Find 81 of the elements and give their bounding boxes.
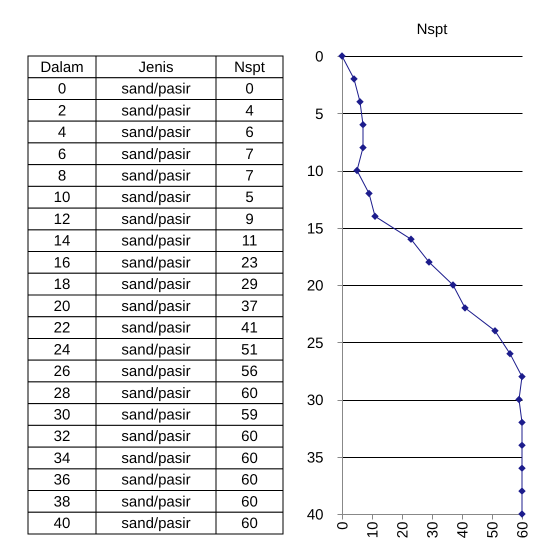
y-tick-label: 5 xyxy=(315,106,324,123)
text: sand/pasir xyxy=(121,254,191,272)
text: sand/pasir xyxy=(121,428,191,446)
text: 12 xyxy=(54,210,70,228)
text: 0 xyxy=(58,80,66,98)
text: 22 xyxy=(54,320,70,337)
text: 30 xyxy=(54,406,70,424)
text: 26 xyxy=(54,363,70,380)
text: 51 xyxy=(241,341,258,358)
text: sand/pasir xyxy=(121,232,191,250)
y-tick-label: 15 xyxy=(306,220,324,238)
x-tick-label: 20 xyxy=(394,522,412,538)
text: 0 xyxy=(245,80,254,98)
x-tick-label: 0 xyxy=(334,522,352,530)
text: 16 xyxy=(54,254,70,272)
text: 20 xyxy=(54,298,70,315)
text: 41 xyxy=(241,320,258,337)
text: Nspt xyxy=(234,58,266,76)
text: Jenis xyxy=(138,58,174,76)
y-tick-label: 30 xyxy=(306,392,324,409)
y-tick-label: 40 xyxy=(306,506,324,524)
text: 6 xyxy=(58,146,66,163)
text: 36 xyxy=(54,472,70,489)
text: 9 xyxy=(245,210,254,228)
text: 60 xyxy=(241,384,258,402)
text: sand/pasir xyxy=(121,472,191,489)
text: 5 xyxy=(245,189,254,206)
x-tick-label: 30 xyxy=(424,522,442,538)
text: 2 xyxy=(58,102,66,120)
text: 60 xyxy=(241,493,258,510)
text: 29 xyxy=(241,276,258,294)
text: sand/pasir xyxy=(121,102,191,120)
text: 56 xyxy=(241,363,258,380)
x-tick-label: 60 xyxy=(514,522,532,538)
text: sand/pasir xyxy=(121,276,191,294)
y-tick-label: 10 xyxy=(306,163,324,180)
text: Dalam xyxy=(40,58,84,76)
text: sand/pasir xyxy=(121,341,191,358)
x-tick-label: 50 xyxy=(484,522,502,538)
text: sand/pasir xyxy=(121,298,191,315)
text: sand/pasir xyxy=(121,320,191,337)
text: sand/pasir xyxy=(121,515,191,532)
text: 10 xyxy=(54,189,70,206)
text: sand/pasir xyxy=(121,189,191,206)
text: sand/pasir xyxy=(121,146,191,163)
text: 11 xyxy=(242,232,258,250)
text: 28 xyxy=(54,384,70,402)
text: 60 xyxy=(241,450,258,467)
y-tick-label: 0 xyxy=(315,48,324,66)
text: 24 xyxy=(54,341,70,358)
text: sand/pasir xyxy=(121,80,191,98)
text: 18 xyxy=(54,276,70,294)
text: 60 xyxy=(241,428,258,446)
text: sand/pasir xyxy=(121,124,191,142)
text: sand/pasir xyxy=(121,450,191,467)
text: sand/pasir xyxy=(121,493,191,510)
text: 38 xyxy=(54,493,70,510)
text: 32 xyxy=(54,428,70,446)
y-tick-label: 20 xyxy=(306,278,324,294)
text: 4 xyxy=(58,124,66,142)
text: sand/pasir xyxy=(121,384,191,402)
y-tick-label: 25 xyxy=(306,334,324,352)
x-tick-label: 40 xyxy=(454,522,472,538)
text: 14 xyxy=(54,232,70,250)
text: 7 xyxy=(245,146,254,163)
text: sand/pasir xyxy=(121,406,191,424)
text: sand/pasir xyxy=(121,363,191,380)
text: 6 xyxy=(245,124,254,142)
text: 60 xyxy=(241,472,258,489)
text: sand/pasir xyxy=(121,168,191,184)
text: 8 xyxy=(58,168,66,184)
text: 37 xyxy=(241,298,258,315)
text: sand/pasir xyxy=(121,210,191,228)
text: 7 xyxy=(245,168,254,184)
x-tick-label: 10 xyxy=(364,522,382,538)
y-tick-label: 35 xyxy=(306,449,324,466)
text: 4 xyxy=(245,102,254,120)
text: 34 xyxy=(54,450,70,467)
text: 59 xyxy=(241,406,258,424)
text: 23 xyxy=(241,254,258,272)
chart-title: Nspt xyxy=(416,21,448,38)
